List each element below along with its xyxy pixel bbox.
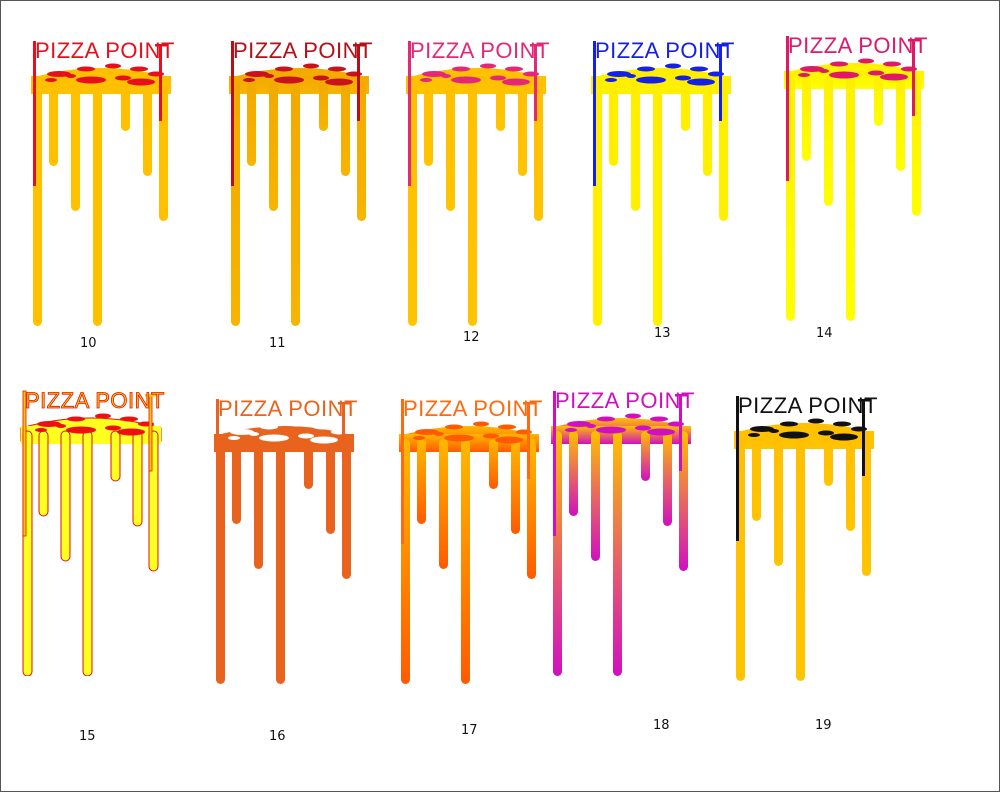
pizza-point-logo-10: PIZZA POINT — [31, 38, 175, 326]
brand-lettering: PIZZA POINT — [593, 38, 735, 186]
variant-number: 13 — [654, 326, 671, 341]
pepperoni-spots — [420, 63, 539, 86]
brand-lettering: PIZZA POINT — [408, 38, 550, 186]
pizza-point-logo-13: PIZZA POINT — [591, 38, 735, 326]
pizza-point-logo-16: PIZZA POINT — [214, 396, 358, 684]
pizza-point-logo-18: PIZZA POINT — [551, 388, 695, 676]
pepperoni-spots — [605, 63, 724, 86]
variant-number: 15 — [79, 729, 96, 744]
svg-text:PIZZA POINT: PIZZA POINT — [595, 38, 735, 63]
pizza-point-logo-17: PIZZA POINT — [399, 396, 543, 684]
variant-number: 12 — [463, 330, 480, 345]
pizza-point-logo-15: PIZZA POINT — [20, 388, 165, 676]
pepperoni-spots — [413, 421, 532, 444]
cheese-drips — [551, 418, 691, 676]
pepperoni-spots — [35, 413, 154, 436]
variant-number: 19 — [815, 718, 832, 733]
variant-number: 11 — [269, 336, 286, 351]
brand-lettering: PIZZA POINT — [786, 33, 928, 181]
pizza-point-logo-19: PIZZA POINT — [734, 393, 878, 681]
brand-lettering: PIZZA POINT — [33, 38, 175, 186]
svg-text:PIZZA POINT: PIZZA POINT — [555, 388, 695, 413]
cheese-drips — [31, 68, 171, 326]
cheese-drips — [784, 63, 924, 321]
svg-text:PIZZA POINT: PIZZA POINT — [25, 388, 165, 413]
pepperoni-spots — [748, 418, 867, 441]
svg-text:PIZZA POINT: PIZZA POINT — [738, 393, 878, 418]
cheese-drips — [399, 426, 539, 684]
pizza-point-logo-14: PIZZA POINT — [784, 33, 928, 321]
brand-lettering: PIZZA POINT — [231, 38, 373, 186]
brand-lettering: PIZZA POINT — [553, 388, 695, 536]
variant-number: 16 — [269, 729, 286, 744]
variant-number: 17 — [461, 723, 478, 738]
svg-text:PIZZA POINT: PIZZA POINT — [233, 38, 373, 63]
cheese-drips — [591, 68, 731, 326]
variant-number: 14 — [816, 326, 833, 341]
cheese-drips — [214, 426, 354, 684]
cheese-drips — [229, 68, 369, 326]
svg-text:PIZZA POINT: PIZZA POINT — [35, 38, 175, 63]
pepperoni-spots — [228, 421, 347, 444]
svg-text:PIZZA POINT: PIZZA POINT — [410, 38, 550, 63]
pizza-point-logo-11: PIZZA POINT — [229, 38, 373, 326]
svg-text:PIZZA POINT: PIZZA POINT — [218, 396, 358, 421]
variant-number: 18 — [653, 718, 670, 733]
brand-lettering: PIZZA POINT — [736, 393, 878, 541]
cheese-drips — [734, 423, 874, 681]
svg-text:PIZZA POINT: PIZZA POINT — [788, 33, 928, 58]
variant-number: 10 — [80, 336, 97, 351]
brand-lettering: PIZZA POINT — [216, 396, 358, 544]
pizza-point-logo-12: PIZZA POINT — [406, 38, 550, 326]
cheese-drips — [20, 417, 162, 676]
pepperoni-spots — [798, 58, 917, 81]
cheese-drips — [406, 68, 546, 326]
brand-lettering: PIZZA POINT — [401, 396, 543, 544]
brand-lettering: PIZZA POINT — [22, 388, 165, 537]
svg-text:PIZZA POINT: PIZZA POINT — [403, 396, 543, 421]
